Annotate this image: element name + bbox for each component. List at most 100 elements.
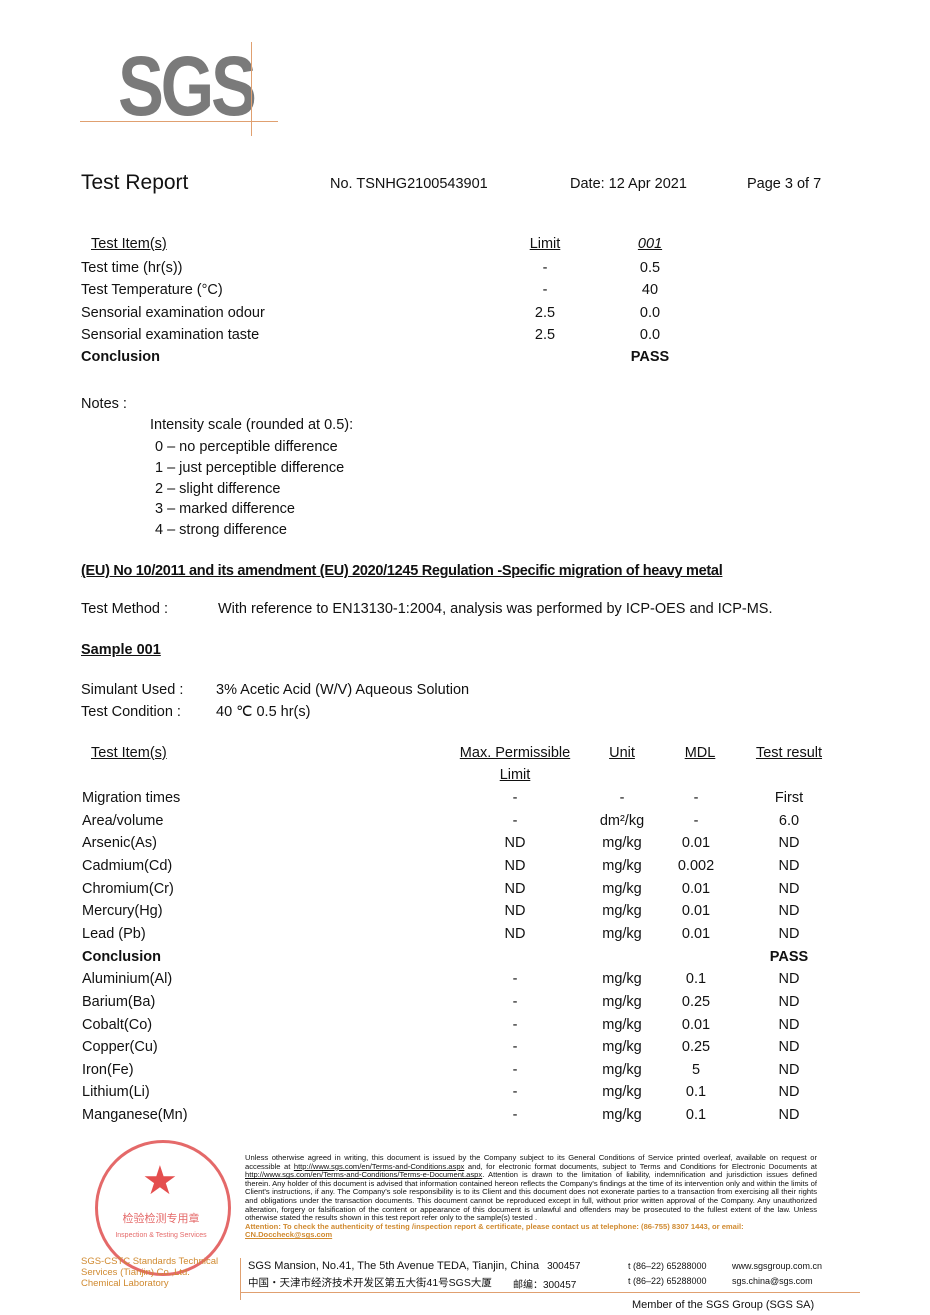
- test-method-value: With reference to EN13130-1:2004, analys…: [218, 601, 773, 617]
- table-cell: -: [512, 1061, 518, 1078]
- simulant-label: Simulant Used :: [81, 682, 184, 698]
- table-cell: mg/kg: [602, 880, 642, 897]
- table-cell: mg/kg: [602, 1016, 642, 1033]
- table-cell: dm²/kg: [599, 812, 645, 829]
- disclaimer-text: . Attention is drawn to the limitation o…: [245, 1170, 817, 1223]
- conclusion-result: PASS: [630, 349, 670, 365]
- intensity-scale-item: 0 – no perceptible difference: [155, 439, 338, 455]
- table-cell: ND: [778, 903, 800, 920]
- intensity-scale-item: 3 – marked difference: [155, 501, 295, 518]
- table-cell: -: [542, 260, 548, 276]
- table-cell: ND: [778, 1016, 800, 1033]
- table-cell: ND: [778, 880, 800, 897]
- notes-label: Notes :: [81, 396, 127, 412]
- table-cell: -: [693, 812, 699, 829]
- table-cell: mg/kg: [602, 1107, 642, 1124]
- email-link[interactable]: sgs.china@sgs.com: [732, 1276, 813, 1286]
- conclusion-cell: Conclusion: [82, 948, 161, 965]
- report-number: No. TSNHG2100543901: [330, 176, 488, 192]
- header-sample-001: 001: [637, 236, 663, 252]
- table-cell: -: [512, 1016, 518, 1033]
- intensity-scale-item: 4 – strong difference: [155, 522, 287, 539]
- table-cell: 0.01: [681, 903, 711, 920]
- table-cell: ND: [778, 857, 800, 874]
- table-cell: -: [512, 790, 518, 806]
- table-cell: 40: [641, 282, 659, 299]
- table-cell: 0.01: [681, 1016, 711, 1033]
- header-unit: Unit: [609, 745, 635, 761]
- telephone: t (86–22) 65288000: [628, 1261, 707, 1271]
- page-number: Page 3 of 7: [747, 176, 822, 192]
- table-cell: Sensorial examination taste: [81, 326, 260, 343]
- logo-rule-vertical: [251, 42, 252, 136]
- table-cell: 0.1: [685, 1084, 707, 1101]
- table-cell: 0.0: [639, 304, 661, 321]
- website-link[interactable]: www.sgsgroup.com.cn: [732, 1261, 823, 1271]
- table-cell: 5: [691, 1061, 701, 1078]
- table-cell: mg/kg: [602, 971, 642, 988]
- terms-link[interactable]: http://www.sgs.com/en/Terms-and-Conditio…: [293, 1161, 465, 1171]
- table-cell: ND: [778, 1107, 800, 1124]
- intensity-scale-item: 2 – slight difference: [155, 480, 281, 497]
- postcode-cn: 邮编：300457: [513, 1280, 577, 1291]
- table-cell: -: [542, 282, 548, 299]
- table-cell: ND: [778, 1084, 800, 1101]
- table-cell: mg/kg: [602, 1039, 642, 1056]
- doccheck-email-link[interactable]: CN.Doccheck@sgs.com: [245, 1230, 333, 1240]
- legal-block: Unless otherwise agreed in writing, this…: [245, 1153, 817, 1240]
- table-cell: -: [512, 1039, 518, 1056]
- header-test-items: Test Item(s): [91, 745, 167, 761]
- table-cell: Lithium(Li): [82, 1084, 150, 1101]
- header-test-items: Test Item(s): [91, 236, 167, 252]
- table-cell: Cadmium(Cd): [82, 857, 173, 874]
- footer-rule-horizontal: [240, 1292, 860, 1293]
- table-cell: Barium(Ba): [82, 993, 156, 1010]
- header-test-result: Test result: [755, 745, 823, 761]
- telephone: t (86–22) 65288000: [628, 1276, 707, 1286]
- table-cell: mg/kg: [602, 1084, 642, 1101]
- table-cell: First: [774, 790, 804, 806]
- table-cell: Aluminium(Al): [82, 971, 173, 988]
- table-cell: 6.0: [778, 812, 800, 829]
- table-cell: mg/kg: [602, 835, 642, 852]
- header-limit: Limit: [529, 236, 561, 252]
- table-cell: mg/kg: [602, 1061, 642, 1078]
- table-cell: 0.0: [639, 326, 661, 343]
- authenticity-notice: Attention: To check the authenticity of …: [245, 1222, 817, 1240]
- table-cell: 2.5: [534, 304, 556, 321]
- table-cell: Area/volume: [82, 812, 164, 829]
- table-cell: ND: [778, 835, 800, 852]
- table-cell: 0.01: [681, 835, 711, 852]
- stamp-text-cn: 检验检测专用章: [122, 1213, 200, 1225]
- official-stamp: ★ 检验检测专用章 Inspection & Testing Services: [95, 1140, 231, 1276]
- table-cell: ND: [778, 1039, 800, 1056]
- table-cell: 0.002: [677, 857, 715, 874]
- disclaimer-text: Unless otherwise agreed in writing, this…: [245, 1153, 817, 1171]
- logo-rule-horizontal: [80, 121, 278, 122]
- e-document-terms-link[interactable]: http://www.sgs.com/en/Terms-and-Conditio…: [245, 1170, 483, 1180]
- member-statement: Member of the SGS Group (SGS SA): [632, 1299, 815, 1311]
- sgs-logo: SGS: [118, 39, 257, 133]
- table-cell: ND: [504, 835, 526, 852]
- table-cell: Manganese(Mn): [82, 1107, 188, 1124]
- section-title: (EU) No 10/2011 and its amendment (EU) 2…: [81, 563, 723, 579]
- table-cell: ND: [778, 925, 800, 942]
- table-cell: ND: [504, 880, 526, 897]
- table-cell: ND: [504, 903, 526, 920]
- report-date: Date: 12 Apr 2021: [570, 176, 687, 192]
- stamp-text-en: Inspection & Testing Services: [115, 1232, 207, 1239]
- simulant-value: 3% Acetic Acid (W/V) Aqueous Solution: [216, 682, 470, 698]
- table-cell: Lead (Pb): [82, 925, 146, 942]
- test-method-label: Test Method :: [81, 601, 169, 617]
- table-cell: Test Temperature (°C): [81, 282, 223, 299]
- table-cell: Mercury(Hg): [82, 903, 163, 920]
- table-cell: ND: [778, 993, 800, 1010]
- table-cell: -: [512, 812, 518, 829]
- table-cell: Sensorial examination odour: [81, 304, 265, 321]
- table-cell: -: [512, 1084, 518, 1101]
- conclusion-cell: PASS: [769, 948, 809, 965]
- lab-identification: SGS-CSTC Standards Technical Services (T…: [81, 1256, 233, 1289]
- table-cell: ND: [504, 857, 526, 874]
- report-title: Test Report: [81, 171, 189, 194]
